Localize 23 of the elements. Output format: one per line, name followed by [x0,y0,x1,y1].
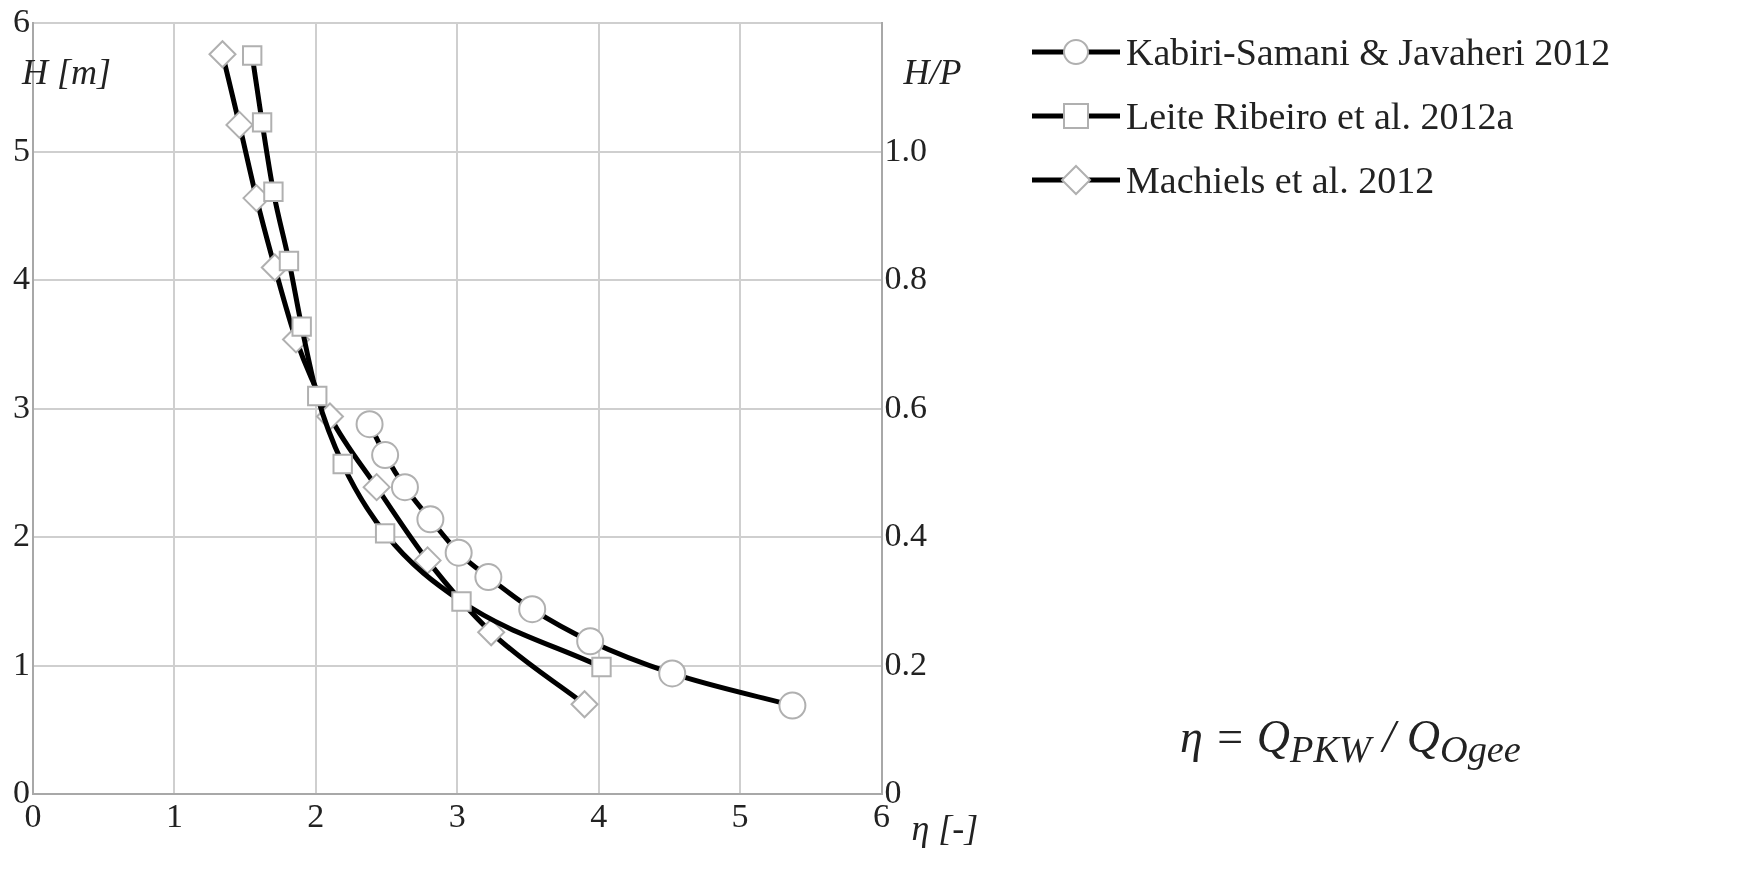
text: η = Q$_{PKW}$ / Q$_{Ogee}$ [1180,710,1521,772]
y-tick-label: 1 [13,644,30,682]
y2-tick-label: 0.8 [884,259,927,297]
y-tick-label: 3 [13,387,30,425]
y2-axis-title: H/P [902,52,962,93]
x-axis-title: η [-] [911,807,979,848]
legend-label: Leite Ribeiro et al. 2012a [1126,94,1514,138]
y2-tick-label: 0.2 [884,644,927,682]
y-axis-title: H [m] [21,52,112,93]
x-tick-label: 1 [165,796,183,834]
x-tick-label: 2 [307,796,325,834]
x-tick-label: 3 [448,796,466,834]
y2-tick-label: 0.6 [884,387,927,425]
y-tick-label: 6 [13,2,30,40]
x-tick-label: 4 [590,796,608,834]
y-tick-label: 4 [13,259,30,297]
legend-label: Kabiri-Samani & Javaheri 2012 [1126,30,1611,74]
y-tick-label: 2 [13,516,30,554]
y2-tick-label: 1.0 [884,130,927,168]
x-tick-label: 5 [731,796,749,834]
legend-label: Machiels et al. 2012 [1126,158,1435,202]
y2-tick-label: 0.4 [884,516,927,554]
y-tick-label: 5 [13,130,30,168]
